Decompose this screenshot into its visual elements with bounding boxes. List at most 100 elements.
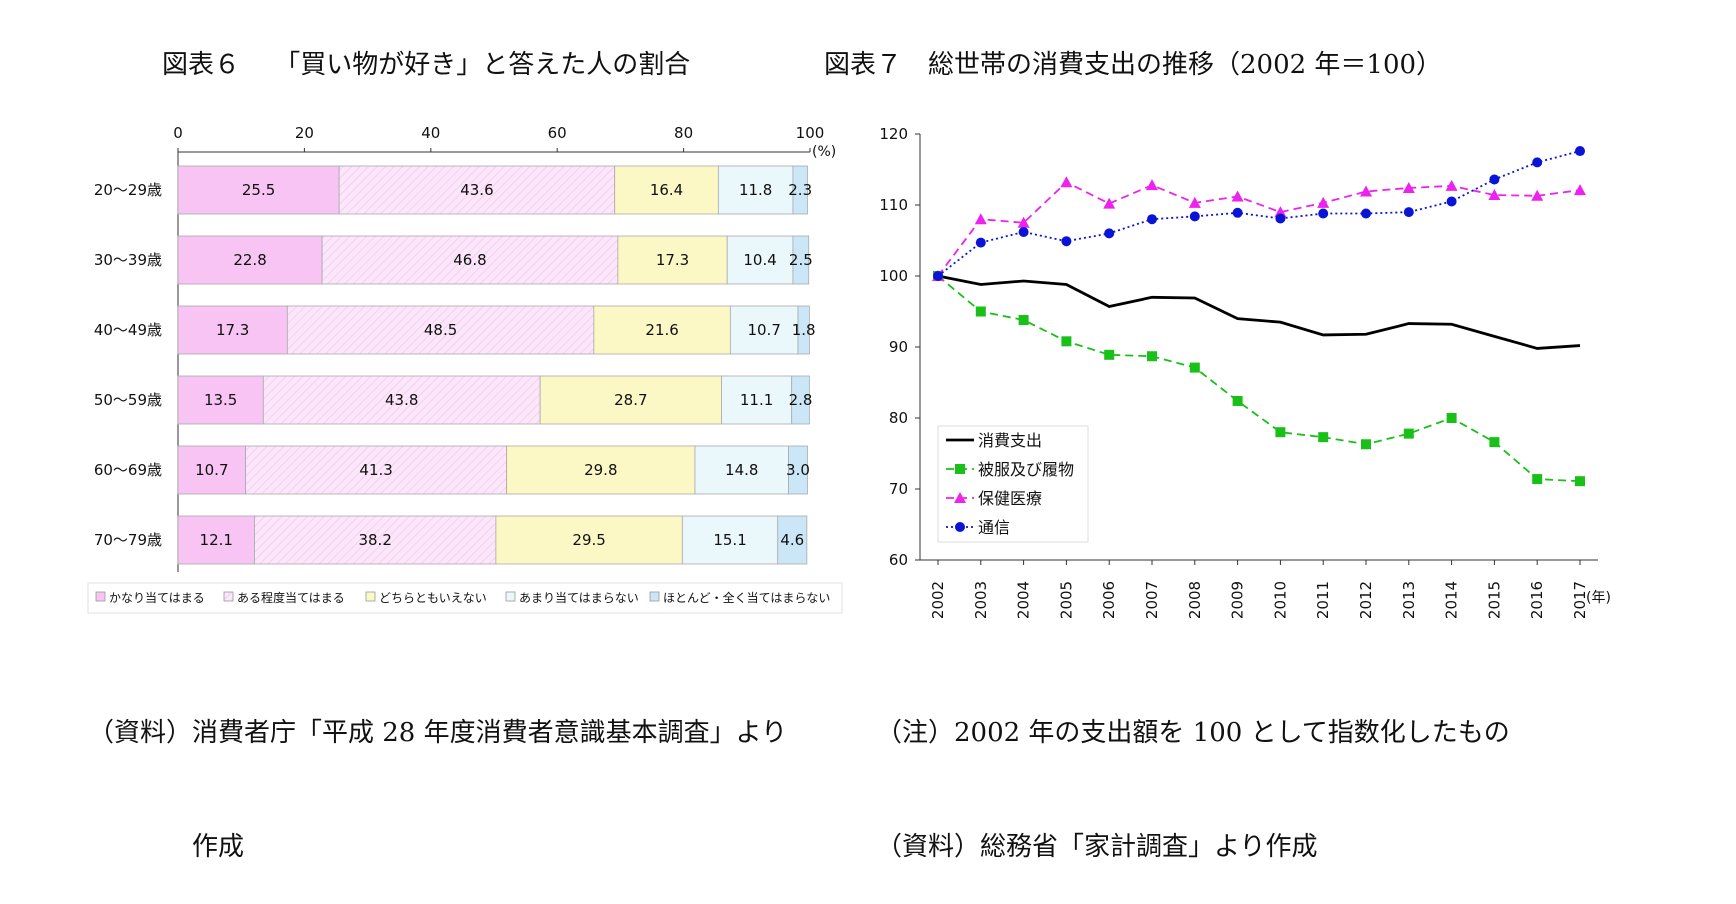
- bar-x-tick-label: 20: [295, 124, 314, 142]
- bar-data-label: 21.6: [645, 321, 678, 339]
- line-point: [1575, 146, 1585, 157]
- bar-legend-swatch: [95, 591, 106, 602]
- line-series: [937, 274, 1581, 350]
- line-point: [1318, 208, 1329, 219]
- bar-x-tick-label: 60: [548, 124, 567, 142]
- figure6-source-line-2: 作成: [88, 832, 245, 862]
- bar-segment: [721, 375, 793, 425]
- line-y-tick-label: 90: [889, 338, 908, 356]
- line-point: [1018, 226, 1029, 237]
- figure7-note-line-1: （注）2002 年の支出額を 100 として指数化したもの: [876, 718, 1510, 748]
- line-x-tick-label: 2013: [1400, 581, 1418, 619]
- line-point: [1532, 157, 1543, 168]
- line-point: [1275, 427, 1286, 438]
- line-point: [1446, 196, 1457, 207]
- line-point: [1489, 174, 1500, 185]
- figure6-title: 図表６ 「買い物が好き」と答えた人の割合: [162, 50, 691, 80]
- bar-segment: [254, 515, 497, 565]
- line-point: [1531, 189, 1544, 201]
- line-point: [1017, 216, 1030, 228]
- line-point: [1189, 362, 1200, 373]
- bar-category-label: 50〜59歳: [94, 391, 162, 409]
- bar-segment: [791, 375, 810, 425]
- bar-data-label: 11.8: [739, 181, 772, 199]
- bar-segment: [177, 165, 340, 215]
- line-point: [975, 237, 986, 248]
- bar-data-label: 14.8: [725, 461, 758, 479]
- bar-segment: [777, 515, 808, 565]
- bar-data-label: 43.6: [460, 181, 493, 199]
- bar-segment: [495, 515, 683, 565]
- bar-data-label: 46.8: [453, 251, 486, 269]
- bar-category-label: 20〜29歳: [94, 181, 162, 199]
- line-point: [974, 213, 987, 225]
- figure6-source: （資料）消費者庁「平成 28 年度消費者意識基本調査」より 作成: [88, 638, 787, 904]
- bar-segment: [177, 445, 247, 495]
- bar-data-label: 22.8: [233, 251, 266, 269]
- line-x-tick-label: 2006: [1100, 581, 1118, 619]
- bar-segment: [286, 305, 595, 355]
- line-x-tick-label: 2007: [1143, 581, 1161, 619]
- line-point: [1403, 207, 1414, 218]
- bar-legend-label: どちらともいえない: [379, 591, 487, 605]
- line-legend-frame: [937, 425, 1089, 543]
- line-x-tick-label: 2014: [1443, 581, 1461, 619]
- line-point: [1104, 349, 1115, 360]
- bar-segment: [245, 445, 508, 495]
- bar-segment: [729, 305, 799, 355]
- line-point: [1361, 208, 1371, 219]
- line-point: [1274, 206, 1287, 218]
- bar-data-label: 48.5: [424, 321, 457, 339]
- line-y-tick-label: 60: [889, 551, 908, 569]
- line-x-tick-label: 2002: [929, 581, 947, 619]
- bar-segment: [792, 235, 810, 285]
- bar-data-label: 12.1: [200, 531, 233, 549]
- bar-data-label: 29.5: [572, 531, 605, 549]
- line-point: [1317, 196, 1330, 208]
- line-point: [1574, 184, 1586, 196]
- bar-legend-label: あまり当てはまらない: [519, 591, 639, 605]
- bar-x-tick-label: 80: [674, 124, 693, 142]
- bar-x-tick-label: 40: [421, 124, 440, 142]
- figure7-note-line-2: （資料）総務省「家計調査」より作成: [876, 832, 1318, 862]
- line-point: [1061, 336, 1072, 347]
- bar-legend-swatch: [223, 591, 234, 602]
- bar-data-label: 10.7: [195, 461, 228, 479]
- figure7-notes: （注）2002 年の支出額を 100 として指数化したもの （資料）総務省「家計…: [876, 638, 1510, 904]
- line-point: [933, 271, 943, 281]
- figure7-title: 図表７ 総世帯の消費支出の推移（2002 年＝100）: [824, 50, 1443, 80]
- line-legend-marker: [954, 492, 966, 503]
- bar-x-tick-label: 0: [173, 124, 183, 142]
- bar-data-label: 43.8: [385, 391, 418, 409]
- line-legend-label: 保健医療: [978, 489, 1042, 508]
- line-y-tick-label: 120: [879, 125, 908, 143]
- figure-canvas: 0 20 40 60 80 100 (%) 20〜29歳 25.5 43.6 16.4 11.8 2.3…: [87, 124, 1611, 619]
- line-point: [1275, 213, 1286, 224]
- line-point: [1147, 214, 1157, 225]
- bar-data-label: 2.8: [789, 391, 813, 409]
- line-x-tick-label: 2011: [1314, 581, 1332, 619]
- bar-segment: [614, 165, 719, 215]
- line-point: [975, 306, 986, 317]
- line-series: [937, 150, 1581, 277]
- bar-segment: [617, 235, 728, 285]
- bar-segment: [593, 305, 731, 355]
- line-x-tick-label: 2004: [1015, 581, 1033, 619]
- line-x-tick-label: 2003: [972, 581, 990, 619]
- bar-segment: [792, 165, 808, 215]
- line-point: [1402, 181, 1415, 193]
- line-point: [1403, 428, 1414, 439]
- line-point: [1188, 196, 1201, 208]
- bar-segment: [506, 445, 696, 495]
- bar-category-label: 70〜79歳: [94, 531, 162, 549]
- bar-legend-frame: [87, 582, 843, 614]
- bar-data-label: 2.3: [788, 181, 812, 199]
- bar-segment: [788, 445, 808, 495]
- line-point: [1445, 179, 1458, 191]
- line-point: [1104, 228, 1115, 239]
- bar-segment: [717, 165, 794, 215]
- bar-x-tick-label: 100: [796, 124, 825, 142]
- line-point: [1060, 176, 1073, 188]
- bar-data-label: 38.2: [358, 531, 391, 549]
- bar-category-label: 30〜39歳: [94, 251, 162, 269]
